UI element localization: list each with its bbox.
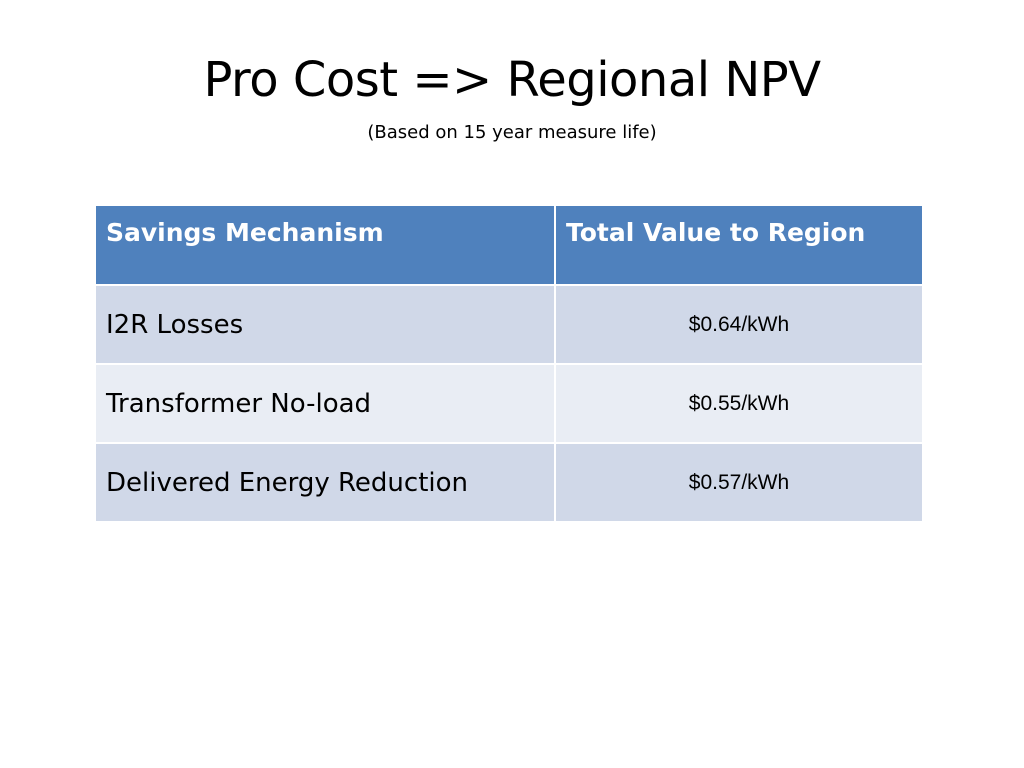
table-row: Delivered Energy Reduction $0.57/kWh — [94, 442, 924, 523]
column-header-savings-mechanism: Savings Mechanism — [94, 204, 556, 286]
table-row: I2R Losses $0.64/kWh — [94, 284, 924, 365]
mechanism-cell: Delivered Energy Reduction — [94, 442, 556, 523]
value-cell: $0.64/kWh — [554, 284, 924, 365]
value-cell: $0.57/kWh — [554, 442, 924, 523]
column-header-total-value: Total Value to Region — [554, 204, 924, 286]
table-header-row: Savings Mechanism Total Value to Region — [94, 204, 924, 286]
mechanism-cell: I2R Losses — [94, 284, 556, 365]
value-cell: $0.55/kWh — [554, 363, 924, 444]
slide-title: Pro Cost => Regional NPV — [203, 52, 821, 108]
slide-subtitle: (Based on 15 year measure life) — [367, 122, 657, 143]
mechanism-cell: Transformer No-load — [94, 363, 556, 444]
savings-table: Savings Mechanism Total Value to Region … — [94, 204, 924, 523]
table-row: Transformer No-load $0.55/kWh — [94, 363, 924, 444]
